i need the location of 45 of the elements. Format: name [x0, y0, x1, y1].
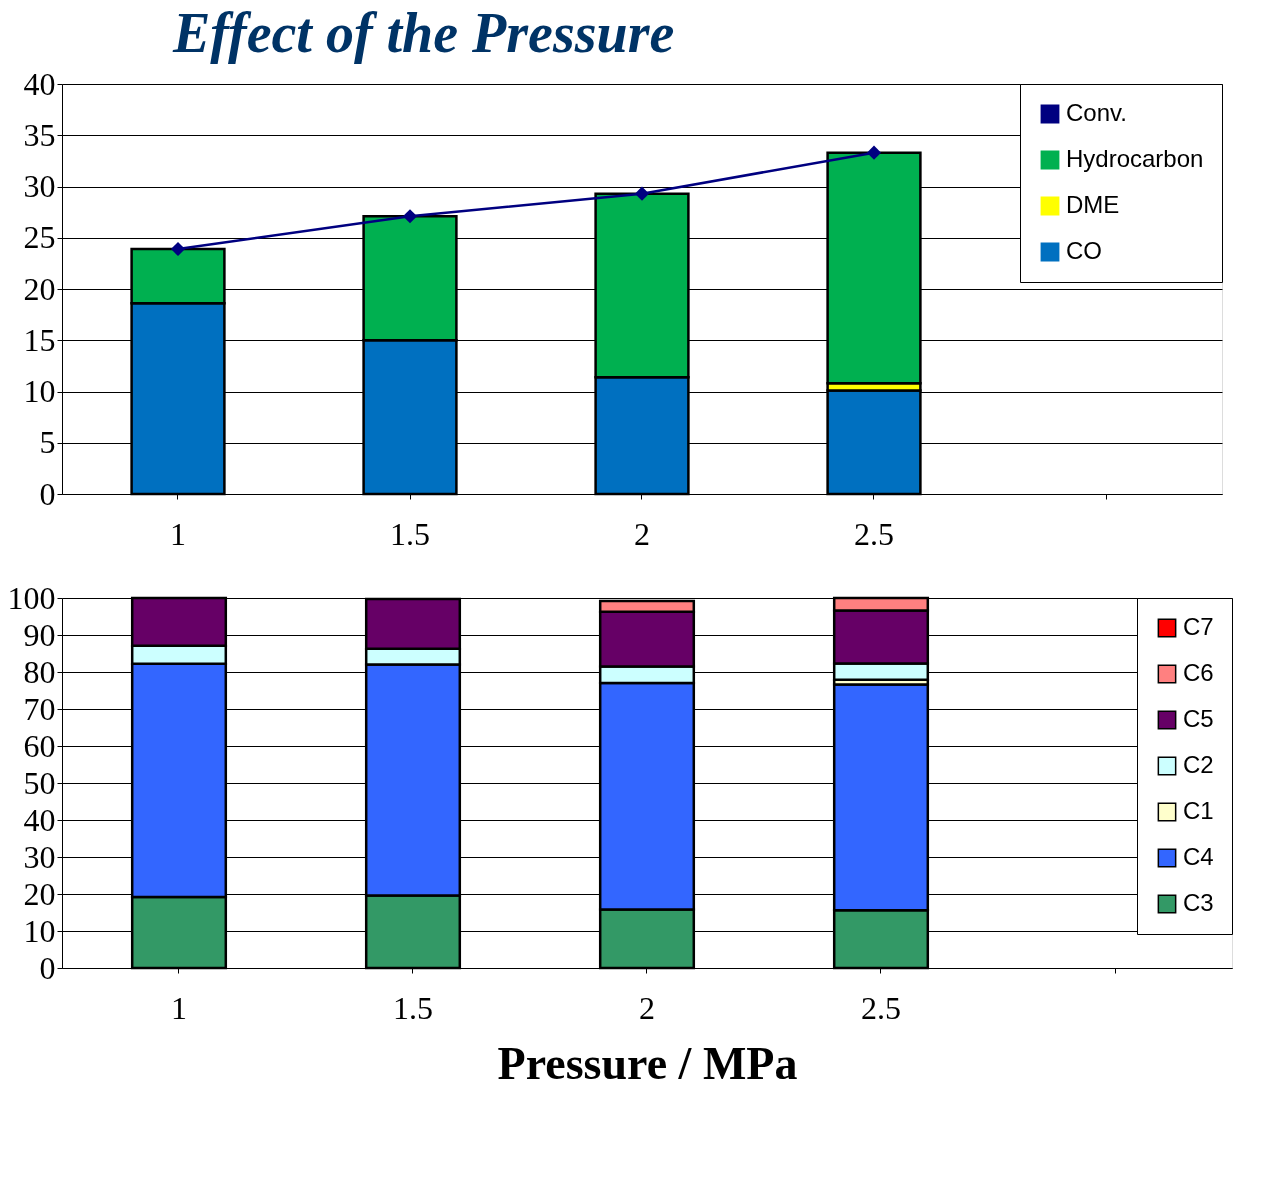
- y-tick-label: 50: [23, 764, 56, 801]
- y-tick-label: 0: [39, 949, 56, 986]
- y-tick-label: 25: [23, 219, 56, 256]
- x-tick-label: 1.5: [393, 989, 433, 1026]
- legend-label: C2: [1183, 751, 1214, 778]
- y-tick-label: 70: [23, 690, 56, 727]
- legend-label: Hydrocarbon: [1066, 145, 1204, 172]
- x-tick-label: 2.5: [861, 989, 901, 1026]
- point: [402, 209, 418, 224]
- legend-label: C5: [1183, 705, 1214, 732]
- y-tick-label: 10: [23, 912, 56, 949]
- x-tick-label: 2.5: [854, 515, 894, 552]
- x-tick-label: 2: [634, 515, 650, 552]
- y-tick-label: 30: [23, 838, 56, 875]
- point: [170, 241, 186, 257]
- y-tick-label: 100: [7, 579, 56, 616]
- y-tick-label: 20: [23, 270, 56, 307]
- y-tick-label: 90: [23, 616, 56, 653]
- legend-label: C4: [1183, 843, 1214, 870]
- legend-label: C1: [1183, 797, 1214, 824]
- y-tick-label: 15: [23, 321, 56, 358]
- x-tick-label: 1.5: [390, 515, 430, 552]
- legend-label: C3: [1183, 889, 1214, 916]
- point: [634, 186, 650, 201]
- y-tick-label: 80: [23, 653, 56, 690]
- x-tick-label: 1: [171, 989, 187, 1026]
- y-tick-label: 0: [39, 475, 56, 512]
- x-tick-label: 1: [170, 515, 186, 552]
- y-tick-label: 40: [23, 65, 56, 102]
- legend-label: CO: [1066, 237, 1102, 264]
- y-tick-label: 40: [23, 801, 56, 838]
- y-tick-label: 20: [23, 875, 56, 912]
- y-tick-label: 35: [23, 116, 56, 153]
- legend-label: DME: [1066, 191, 1120, 218]
- x-tick-label: 2: [639, 989, 655, 1026]
- legend-label: C6: [1183, 659, 1214, 686]
- legend-label: Conv.: [1066, 99, 1127, 126]
- point: [866, 145, 882, 160]
- y-tick-label: 30: [23, 168, 56, 204]
- x-axis-title: Pressure / MPa: [497, 1037, 798, 1089]
- chart-title: Effect of the Pressure: [172, 2, 675, 64]
- y-tick-label: 10: [23, 373, 56, 409]
- y-tick-label: 5: [39, 424, 56, 461]
- y-tick-label: 60: [23, 727, 56, 764]
- legend-label: C7: [1183, 613, 1214, 640]
